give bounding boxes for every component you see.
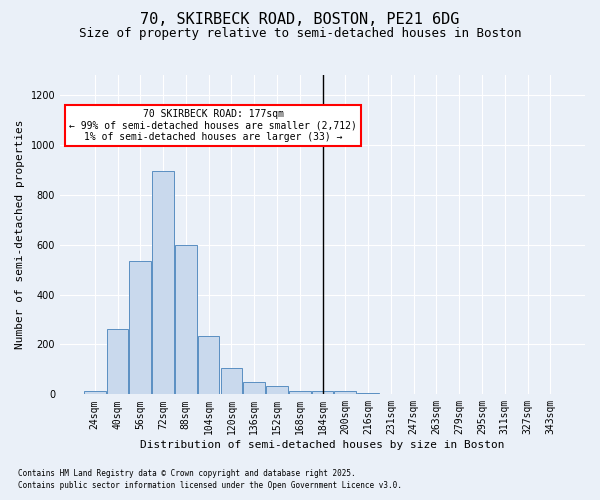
Bar [130, 261, 151, 394]
Bar [221, 368, 242, 394]
X-axis label: Distribution of semi-detached houses by size in Boston: Distribution of semi-detached houses by … [140, 440, 505, 450]
Bar [357, 393, 379, 394]
Bar [244, 382, 265, 394]
Text: Contains HM Land Registry data © Crown copyright and database right 2025.: Contains HM Land Registry data © Crown c… [18, 468, 356, 477]
Y-axis label: Number of semi-detached properties: Number of semi-detached properties [15, 120, 25, 350]
Bar [175, 244, 197, 394]
Bar [289, 390, 311, 394]
Bar [266, 386, 288, 394]
Bar [198, 336, 220, 394]
Bar [334, 390, 356, 394]
Bar [84, 392, 106, 394]
Text: 70, SKIRBECK ROAD, BOSTON, PE21 6DG: 70, SKIRBECK ROAD, BOSTON, PE21 6DG [140, 12, 460, 28]
Text: 70 SKIRBECK ROAD: 177sqm
← 99% of semi-detached houses are smaller (2,712)
1% of: 70 SKIRBECK ROAD: 177sqm ← 99% of semi-d… [69, 108, 357, 142]
Text: Contains public sector information licensed under the Open Government Licence v3: Contains public sector information licen… [18, 481, 402, 490]
Bar [312, 390, 334, 394]
Bar [152, 171, 174, 394]
Bar [107, 330, 128, 394]
Text: Size of property relative to semi-detached houses in Boston: Size of property relative to semi-detach… [79, 28, 521, 40]
